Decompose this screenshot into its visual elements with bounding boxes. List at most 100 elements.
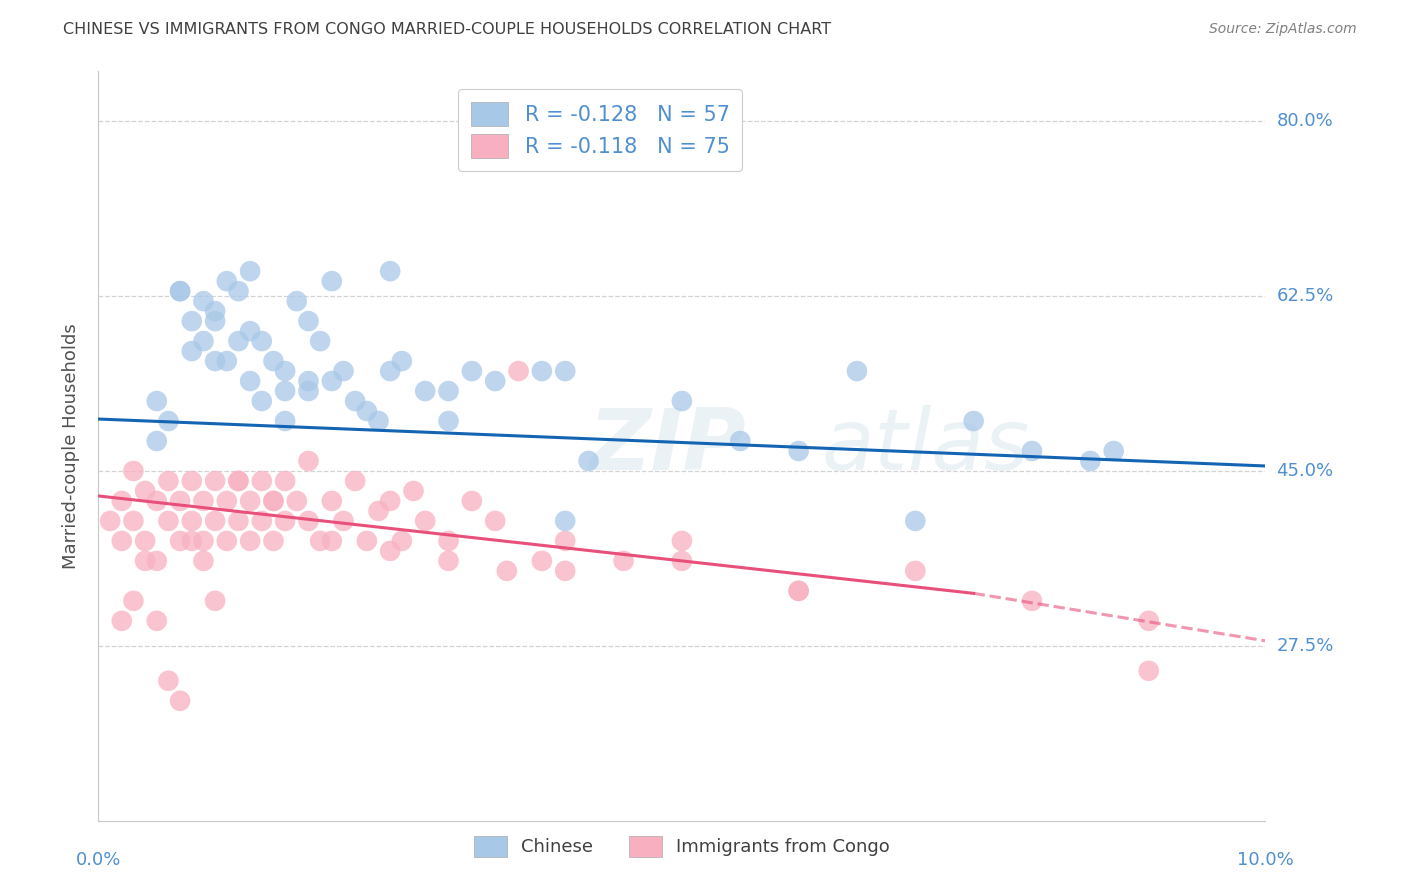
Point xyxy=(169,694,191,708)
Point xyxy=(496,564,519,578)
Point xyxy=(904,514,927,528)
Point xyxy=(215,274,238,288)
Point xyxy=(297,514,319,528)
Point xyxy=(134,533,156,548)
Point xyxy=(180,314,202,328)
Point xyxy=(193,533,215,548)
Point xyxy=(461,494,484,508)
Point xyxy=(274,364,297,378)
Point xyxy=(250,514,273,528)
Point xyxy=(344,474,367,488)
Point xyxy=(530,364,553,378)
Point xyxy=(309,533,332,548)
Point xyxy=(391,533,413,548)
Point xyxy=(437,414,460,428)
Point xyxy=(1102,444,1125,458)
Y-axis label: Married-couple Households: Married-couple Households xyxy=(62,323,80,569)
Point xyxy=(111,494,134,508)
Point xyxy=(215,354,238,368)
Point xyxy=(297,374,319,388)
Text: 80.0%: 80.0% xyxy=(1277,112,1333,130)
Point xyxy=(356,404,378,418)
Point xyxy=(169,494,191,508)
Point xyxy=(157,474,180,488)
Text: Source: ZipAtlas.com: Source: ZipAtlas.com xyxy=(1209,22,1357,37)
Point xyxy=(146,554,169,568)
Point xyxy=(111,614,134,628)
Point xyxy=(554,364,576,378)
Legend: Chinese, Immigrants from Congo: Chinese, Immigrants from Congo xyxy=(467,829,897,864)
Point xyxy=(297,454,319,468)
Point xyxy=(530,554,553,568)
Point xyxy=(111,533,134,548)
Point xyxy=(204,474,226,488)
Point xyxy=(146,614,169,628)
Point xyxy=(215,494,238,508)
Point xyxy=(391,354,413,368)
Point xyxy=(484,374,506,388)
Point xyxy=(239,374,262,388)
Point xyxy=(250,334,273,348)
Point xyxy=(122,594,145,608)
Point xyxy=(1137,614,1160,628)
Point xyxy=(321,374,343,388)
Text: atlas: atlas xyxy=(823,404,1031,488)
Point xyxy=(146,494,169,508)
Text: CHINESE VS IMMIGRANTS FROM CONGO MARRIED-COUPLE HOUSEHOLDS CORRELATION CHART: CHINESE VS IMMIGRANTS FROM CONGO MARRIED… xyxy=(63,22,831,37)
Point xyxy=(274,414,297,428)
Point xyxy=(157,414,180,428)
Point xyxy=(228,284,250,298)
Point xyxy=(169,533,191,548)
Point xyxy=(193,494,215,508)
Point xyxy=(380,264,402,278)
Point xyxy=(122,514,145,528)
Text: 62.5%: 62.5% xyxy=(1277,287,1334,305)
Point xyxy=(204,304,226,318)
Point xyxy=(484,514,506,528)
Point xyxy=(228,474,250,488)
Point xyxy=(228,514,250,528)
Point xyxy=(437,533,460,548)
Point xyxy=(1021,444,1043,458)
Point xyxy=(262,494,284,508)
Point xyxy=(228,474,250,488)
Point xyxy=(554,533,576,548)
Point xyxy=(787,583,810,598)
Point xyxy=(157,673,180,688)
Point xyxy=(437,384,460,398)
Point xyxy=(671,394,693,409)
Point xyxy=(193,334,215,348)
Point xyxy=(402,483,425,498)
Point xyxy=(413,384,436,398)
Point xyxy=(180,514,202,528)
Point xyxy=(204,514,226,528)
Point xyxy=(169,284,191,298)
Point xyxy=(461,364,484,378)
Point xyxy=(193,554,215,568)
Point xyxy=(215,533,238,548)
Text: ZIP: ZIP xyxy=(589,404,747,488)
Point xyxy=(1080,454,1102,468)
Point xyxy=(134,554,156,568)
Point xyxy=(309,334,332,348)
Point xyxy=(380,544,402,558)
Point xyxy=(344,394,367,409)
Point xyxy=(332,364,354,378)
Point xyxy=(134,483,156,498)
Text: 0.0%: 0.0% xyxy=(76,851,121,869)
Text: 45.0%: 45.0% xyxy=(1277,462,1334,480)
Text: 10.0%: 10.0% xyxy=(1237,851,1294,869)
Point xyxy=(157,514,180,528)
Point xyxy=(962,414,984,428)
Point xyxy=(274,514,297,528)
Point xyxy=(285,494,308,508)
Point xyxy=(730,434,752,448)
Point xyxy=(239,533,262,548)
Point xyxy=(297,314,319,328)
Point xyxy=(98,514,121,528)
Point xyxy=(146,394,169,409)
Point xyxy=(321,274,343,288)
Point xyxy=(262,354,284,368)
Point xyxy=(321,494,343,508)
Point xyxy=(204,354,226,368)
